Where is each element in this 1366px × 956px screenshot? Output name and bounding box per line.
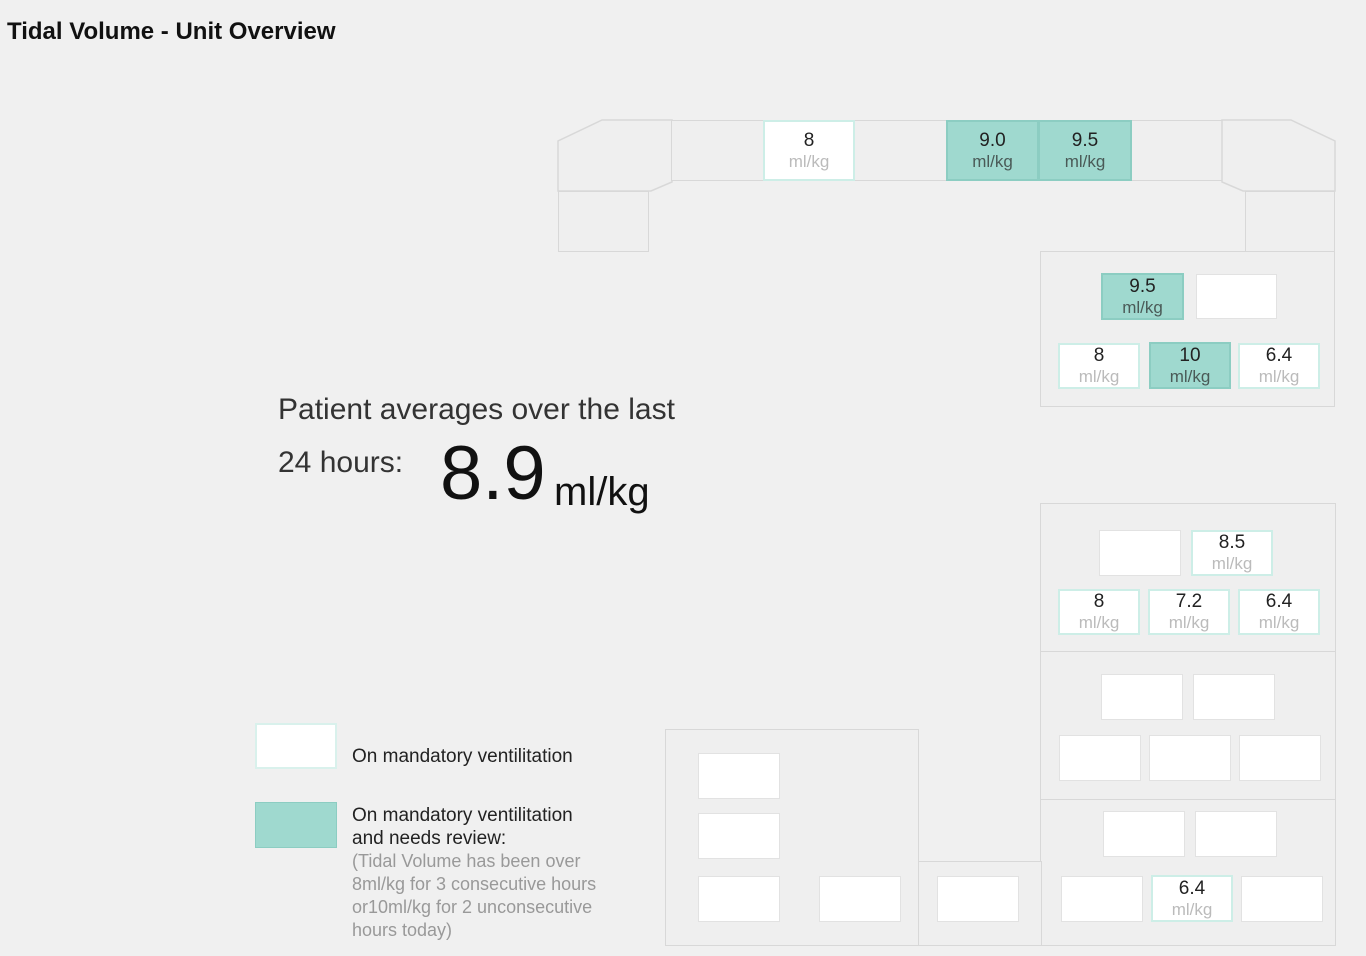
bed-r1-b[interactable]: [1196, 274, 1277, 319]
top-left-lower-room: [558, 191, 649, 252]
bed-top-5[interactable]: 9.0 ml/kg: [946, 120, 1039, 181]
bed-r2-b[interactable]: 8.5 ml/kg: [1191, 530, 1273, 576]
legend-label-review-2: and needs review:: [352, 828, 507, 849]
bed-bm-a[interactable]: [937, 876, 1019, 922]
bed-r4-c[interactable]: [1061, 876, 1143, 922]
bed-value: 7.2: [1175, 591, 1203, 613]
bed-top-6[interactable]: 9.5 ml/kg: [1038, 120, 1132, 181]
bed-unit: ml/kg: [972, 151, 1013, 171]
bed-unit: ml/kg: [1064, 151, 1106, 171]
top-room-7: [1131, 120, 1224, 181]
top-right-lower-room: [1245, 191, 1335, 252]
ward-block-4: [1040, 799, 1336, 946]
bed-r4-a[interactable]: [1103, 811, 1185, 857]
bed-unit: ml/kg: [788, 151, 830, 171]
bed-unit: ml/kg: [1258, 367, 1300, 387]
bed-value: 8: [1093, 591, 1105, 613]
top-left-corner-room: [557, 119, 673, 192]
bed-value: 10: [1179, 344, 1201, 366]
bed-unit: ml/kg: [1211, 554, 1253, 574]
bed-value: 9.5: [1071, 129, 1099, 151]
average-label: Patient averages over the last: [278, 393, 675, 426]
average-unit: ml/kg: [554, 470, 650, 514]
bed-unit: ml/kg: [1078, 613, 1120, 633]
bed-r1-c[interactable]: 8 ml/kg: [1058, 343, 1140, 389]
bed-r3-a[interactable]: [1101, 674, 1183, 720]
average-label-period: 24 hours:: [278, 446, 404, 479]
bed-value: 6.4: [1265, 591, 1293, 613]
bed-value: 8: [803, 129, 815, 151]
bed-r2-e[interactable]: 6.4 ml/kg: [1238, 589, 1320, 635]
top-room-4: [854, 120, 947, 181]
bed-r4-d[interactable]: 6.4 ml/kg: [1151, 875, 1233, 922]
bed-value: 8: [1093, 345, 1105, 367]
page-title: Tidal Volume - Unit Overview: [7, 18, 336, 45]
bed-unit: ml/kg: [1078, 367, 1120, 387]
bed-r3-d[interactable]: [1149, 735, 1231, 781]
legend-description: (Tidal Volume has been over 8ml/kg for 3…: [352, 851, 597, 940]
bed-bl-c[interactable]: [698, 876, 780, 922]
bed-bl-d[interactable]: [819, 876, 901, 922]
bed-r2-d[interactable]: 7.2 ml/kg: [1148, 589, 1230, 635]
bed-value: 6.4: [1265, 345, 1293, 367]
bed-r4-e[interactable]: [1241, 876, 1323, 922]
bed-r1-e[interactable]: 6.4 ml/kg: [1238, 343, 1320, 389]
legend-label-ventilation: On mandatory ventilitation: [352, 746, 573, 767]
bed-r2-a[interactable]: [1099, 530, 1181, 576]
bed-r3-c[interactable]: [1059, 735, 1141, 781]
bed-unit: ml/kg: [1171, 899, 1213, 919]
bed-bl-a[interactable]: [698, 753, 780, 799]
bed-value: 9.0: [979, 129, 1006, 151]
bed-r1-d[interactable]: 10 ml/kg: [1149, 342, 1231, 389]
bed-r1-a[interactable]: 9.5 ml/kg: [1101, 273, 1184, 320]
bed-unit: ml/kg: [1169, 366, 1211, 386]
top-room-2: [671, 120, 764, 181]
bed-unit: ml/kg: [1258, 613, 1300, 633]
bed-r3-b[interactable]: [1193, 674, 1275, 720]
legend-swatch-ventilation: [255, 723, 337, 769]
bed-value: 8.5: [1218, 532, 1246, 554]
bed-value: 9.5: [1129, 275, 1156, 297]
bed-r4-b[interactable]: [1195, 811, 1277, 857]
average-value: 8.9: [440, 431, 546, 516]
bed-top-3[interactable]: 8 ml/kg: [763, 120, 855, 181]
bed-bl-b[interactable]: [698, 813, 780, 859]
bed-unit: ml/kg: [1122, 297, 1163, 317]
bed-value: 6.4: [1178, 877, 1206, 899]
legend-swatch-review: [255, 802, 337, 848]
top-right-corner-room: [1221, 119, 1336, 192]
bed-r3-e[interactable]: [1239, 735, 1321, 781]
bed-unit: ml/kg: [1168, 613, 1210, 633]
legend-label-review: On mandatory ventilitation: [352, 805, 573, 826]
bed-r2-c[interactable]: 8 ml/kg: [1058, 589, 1140, 635]
